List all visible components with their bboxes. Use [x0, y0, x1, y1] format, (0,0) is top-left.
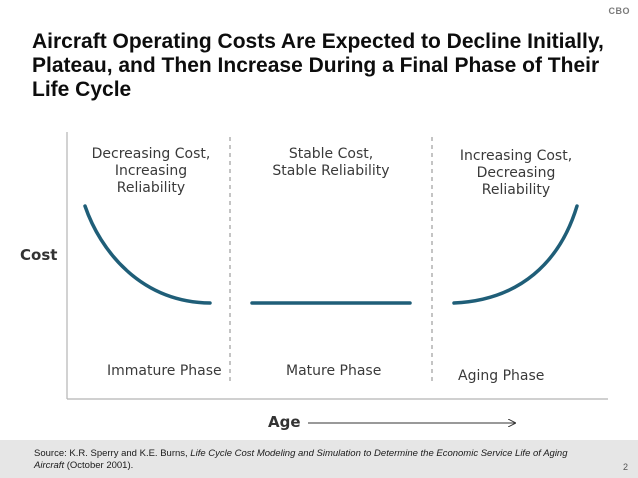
source-suffix: (October 2001). — [64, 460, 134, 471]
phase-2-description: Stable Cost, Stable Reliability — [262, 146, 400, 180]
y-axis-label: Cost — [20, 246, 58, 264]
phase-3-description: Increasing Cost, Decreasing Reliability — [442, 148, 590, 199]
phase-2-cost-trend: Stable Cost, — [288, 146, 374, 162]
phase-3-cost-trend: Increasing Cost, — [459, 148, 573, 164]
life-cycle-diagram — [66, 132, 608, 440]
page-number: 2 — [622, 462, 628, 472]
decreasing-cost-curve — [83, 204, 212, 305]
slide-title: Aircraft Operating Costs Are Expected to… — [32, 30, 604, 101]
phase-1-name: Immature Phase — [107, 363, 222, 379]
source-title: Life Cycle Cost Modeling and Simulation … — [34, 448, 568, 471]
x-axis-label: Age — [268, 413, 301, 431]
cbo-logo-text: CBO — [608, 6, 630, 16]
phase-3-name: Aging Phase — [458, 368, 545, 384]
phase-2-name: Mature Phase — [286, 363, 382, 379]
footer-bar: Source: K.R. Sperry and K.E. Burns, Life… — [0, 440, 638, 478]
phase-3-reliability-trend: Decreasing Reliability — [476, 165, 556, 198]
source-prefix: Source: K.R. Sperry and K.E. Burns, — [34, 448, 191, 459]
phase-1-reliability-trend: Increasing Reliability — [114, 163, 188, 196]
source-note: Source: K.R. Sperry and K.E. Burns, Life… — [34, 448, 594, 472]
increasing-cost-curve — [452, 204, 579, 305]
phase-1-description: Decreasing Cost, Increasing Reliability — [82, 146, 220, 197]
phase-1-cost-trend: Decreasing Cost, — [91, 146, 211, 162]
phase-2-reliability-trend: Stable Reliability — [272, 163, 390, 179]
